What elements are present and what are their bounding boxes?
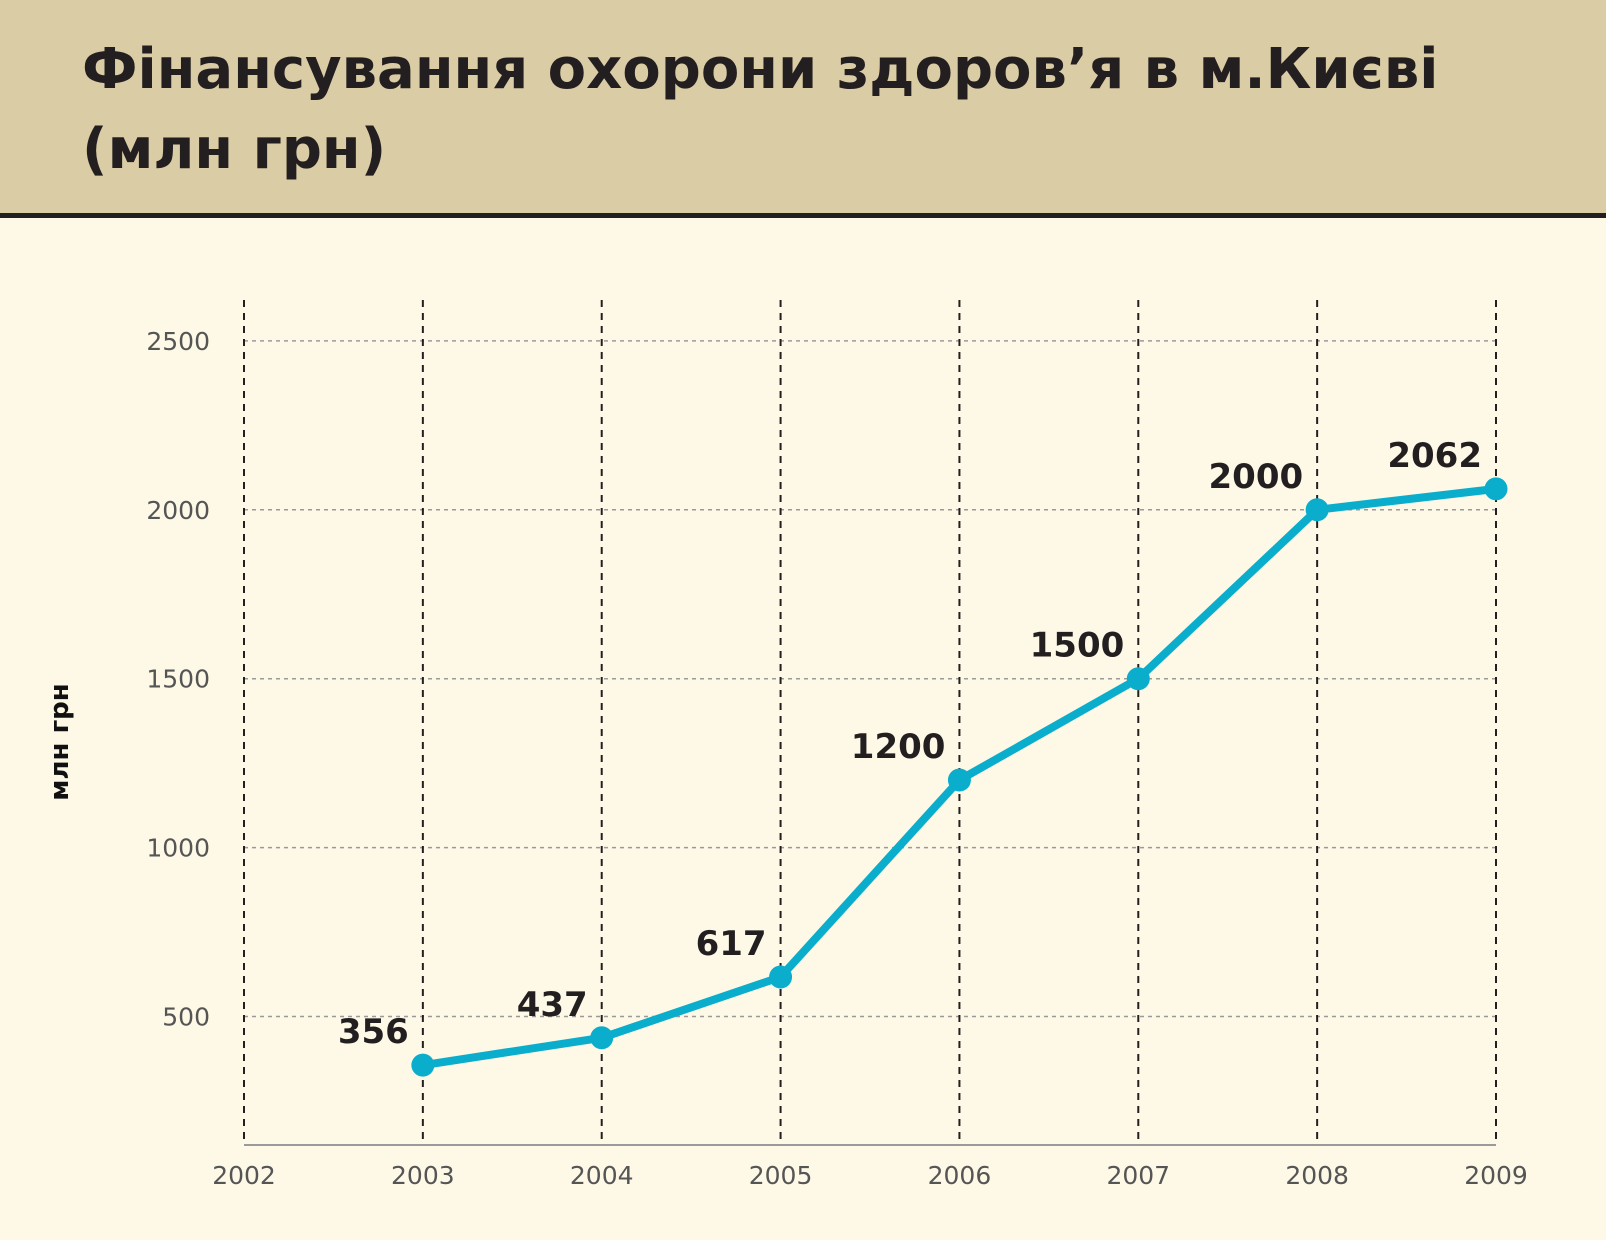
chart-title: Фінансування охорони здоров’я в м.Києві … [82,37,1439,182]
data-point [590,1026,614,1050]
y-tick-label: 2000 [146,496,210,525]
x-tick-label: 2004 [570,1161,634,1190]
data-label: 2000 [1209,457,1304,497]
data-point [1305,498,1329,522]
header-banner: Фінансування охорони здоров’я в м.Києві … [0,0,1606,218]
data-label: 1500 [1030,626,1125,666]
data-label: 2062 [1387,436,1482,476]
y-tick-label: 2500 [146,327,210,356]
x-tick-label: 2009 [1464,1161,1528,1190]
data-label: 356 [338,1012,409,1052]
data-point [411,1053,435,1077]
y-tick-label: 1500 [146,665,210,694]
data-point [1126,667,1150,691]
x-tick-label: 2007 [1106,1161,1170,1190]
data-point [1484,477,1508,501]
x-tick-label: 2005 [749,1161,813,1190]
x-tick-label: 2006 [928,1161,992,1190]
data-label: 1200 [851,727,946,767]
x-tick-label: 2003 [391,1161,455,1190]
data-label: 437 [517,985,588,1025]
data-point [769,965,793,989]
y-tick-label: 500 [162,1003,210,1032]
x-tick-label: 2002 [212,1161,276,1190]
y-tick-label: 1000 [146,834,210,863]
data-point [947,768,971,792]
x-tick-label: 2008 [1285,1161,1349,1190]
data-label: 617 [696,924,767,964]
